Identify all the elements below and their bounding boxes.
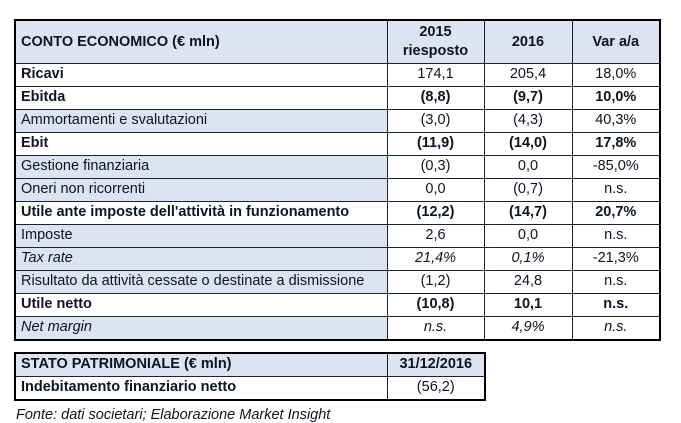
table-row: Oneri non ricorrenti 0,0 (0,7) n.s. — [14, 178, 661, 202]
value-var: n.s. — [571, 293, 661, 317]
value-2016: (14,7) — [483, 201, 573, 225]
row-label: Ebitda — [14, 86, 388, 110]
value-var: 20,7% — [571, 201, 661, 225]
table-row: Ebit (11,9) (14,0) 17,8% — [14, 132, 661, 156]
value-var: 40,3% — [571, 109, 661, 133]
table-row: Ammortamenti e svalutazioni (3,0) (4,3) 40,… — [14, 109, 661, 133]
value-var: 18,0% — [571, 63, 661, 87]
income-statement-header-row: CONTO ECONOMICO (€ mln) 2015 riesposto 2… — [14, 19, 661, 64]
value-2015: (3,0) — [386, 109, 485, 133]
table-row: Tax rate 21,4% 0,1% -21,3% — [14, 247, 661, 271]
value-var: n.s. — [571, 224, 661, 248]
balance-sheet-table: STATO PATRIMONIALE (€ mln) 31/12/2016 In… — [14, 352, 486, 401]
value-2015: n.s. — [386, 316, 485, 341]
table-row: Utile ante imposte dell'attività in funz… — [14, 201, 661, 225]
value-var: n.s. — [571, 270, 661, 294]
value-var: -85,0% — [571, 155, 661, 179]
value-2015: 0,0 — [386, 178, 485, 202]
row-label: Indebitamento finanziario netto — [14, 376, 388, 401]
value-var: 17,8% — [571, 132, 661, 156]
column-header-2015: 2015 riesposto — [386, 19, 485, 64]
value-2015: 174,1 — [386, 63, 485, 87]
column-header-var: Var a/a — [571, 19, 661, 64]
value-2015: (1,2) — [386, 270, 485, 294]
value-2016: 10,1 — [483, 293, 573, 317]
value-2016: (4,3) — [483, 109, 573, 133]
value-date: (56,2) — [386, 376, 486, 401]
row-label: Oneri non ricorrenti — [14, 178, 388, 202]
value-2016: 205,4 — [483, 63, 573, 87]
value-2015: (8,8) — [386, 86, 485, 110]
table-row: Ricavi 174,1 205,4 18,0% — [14, 63, 661, 87]
value-2016: 0,0 — [483, 224, 573, 248]
row-label: Gestione finanziaria — [14, 155, 388, 179]
row-label: Risultato da attività cessate o destinat… — [14, 270, 388, 294]
value-2015: (11,9) — [386, 132, 485, 156]
table-row: Imposte 2,6 0,0 n.s. — [14, 224, 661, 248]
table-row: Net margin n.s. 4,9% n.s. — [14, 316, 661, 341]
value-2016: (14,0) — [483, 132, 573, 156]
value-2015: (10,8) — [386, 293, 485, 317]
value-2016: 4,9% — [483, 316, 573, 341]
value-2016: 0,1% — [483, 247, 573, 271]
row-label: Ebit — [14, 132, 388, 156]
source-note: Fonte: dati societari; Elaborazione Mark… — [16, 407, 331, 423]
row-label: Net margin — [14, 316, 388, 341]
value-var: n.s. — [571, 178, 661, 202]
value-2016: 24,8 — [483, 270, 573, 294]
table-row: Risultato da attività cessate o destinat… — [14, 270, 661, 294]
row-label: Ricavi — [14, 63, 388, 87]
value-var: 10,0% — [571, 86, 661, 110]
balance-sheet-header-row: STATO PATRIMONIALE (€ mln) 31/12/2016 — [14, 352, 486, 377]
row-label: Utile ante imposte dell'attività in funz… — [14, 201, 388, 225]
income-statement-table: CONTO ECONOMICO (€ mln) 2015 riesposto 2… — [14, 19, 661, 341]
column-header-2015-line1: 2015 — [419, 24, 452, 41]
row-label: Utile netto — [14, 293, 388, 317]
value-2016: 0,0 — [483, 155, 573, 179]
column-header-2015-line2: riesposto — [402, 43, 469, 59]
value-2015: 21,4% — [386, 247, 485, 271]
row-label: Ammortamenti e svalutazioni — [14, 109, 388, 133]
value-var: n.s. — [571, 316, 661, 341]
value-var: -21,3% — [571, 247, 661, 271]
value-2015: (12,2) — [386, 201, 485, 225]
value-2016: (9,7) — [483, 86, 573, 110]
table-row: Ebitda (8,8) (9,7) 10,0% — [14, 86, 661, 110]
tables-gap — [14, 341, 681, 352]
income-statement-title: CONTO ECONOMICO (€ mln) — [14, 19, 388, 64]
row-label: Tax rate — [14, 247, 388, 271]
value-2015: (0,3) — [386, 155, 485, 179]
column-header-date: 31/12/2016 — [386, 352, 486, 377]
value-2016: (0,7) — [483, 178, 573, 202]
balance-sheet-title: STATO PATRIMONIALE (€ mln) — [14, 352, 388, 377]
table-row: Utile netto (10,8) 10,1 n.s. — [14, 293, 661, 317]
table-row: Gestione finanziaria (0,3) 0,0 -85,0% — [14, 155, 661, 179]
value-2015: 2,6 — [386, 224, 485, 248]
row-label: Imposte — [14, 224, 388, 248]
table-row: Indebitamento finanziario netto (56,2) — [14, 376, 486, 401]
column-header-2016: 2016 — [483, 19, 573, 64]
